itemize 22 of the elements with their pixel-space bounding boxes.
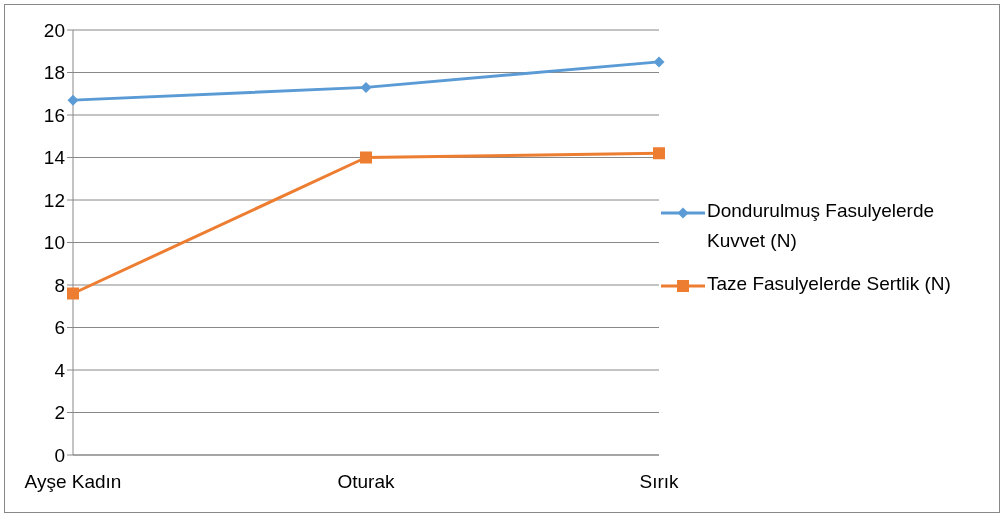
point <box>67 94 79 106</box>
legend-label: Dondurulmuş Fasulyelerde Kuvvet (N) <box>707 198 936 253</box>
y-tick-label: 8 <box>54 274 65 296</box>
point <box>653 56 665 68</box>
y-tick-label: 14 <box>43 147 66 169</box>
y-tick-label: 10 <box>43 232 65 254</box>
x-tick-label: Oturak <box>337 471 395 493</box>
y-tick-label: 12 <box>43 189 65 211</box>
legend-label: Taze Fasulyelerde Sertlik (N) <box>707 271 951 296</box>
y-tick-label: 18 <box>43 62 65 84</box>
y-tick-label: 2 <box>54 402 65 424</box>
y-tick-label: 16 <box>43 104 65 126</box>
y-tick-label: 6 <box>54 317 65 339</box>
point <box>67 287 79 300</box>
x-tick-label: Sırık <box>639 471 680 493</box>
point <box>653 147 665 160</box>
x-tick-label: Ayşe Kadın <box>24 471 122 493</box>
y-tick-label: 4 <box>54 359 66 381</box>
y-tick-label: 20 <box>43 19 65 41</box>
point <box>360 151 372 164</box>
point <box>360 81 372 93</box>
y-tick-label: 0 <box>54 444 65 466</box>
